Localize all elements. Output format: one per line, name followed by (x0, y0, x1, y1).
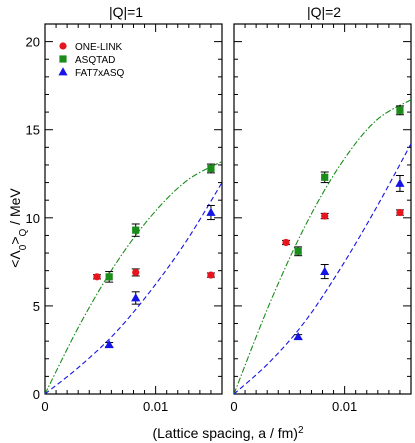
fit-curve-2 (233, 143, 412, 395)
x-tick-label: 0 (41, 399, 48, 414)
legend-label: FAT7xASQ (75, 68, 124, 79)
panel-2: 0 0.01 (230, 23, 412, 414)
point-fat7xasq (395, 178, 405, 187)
panel-title-q1: |Q|=1 (109, 4, 143, 20)
legend-marker-asqtad (59, 55, 67, 63)
point-asqtad (321, 173, 329, 181)
point-fat7xasq (104, 339, 114, 349)
point-fat7xasq (206, 207, 216, 216)
plot-frame (233, 23, 412, 395)
y-tick-label: 20 (26, 35, 40, 50)
legend-label: ONE-LINK (75, 42, 123, 53)
point-fat7xasq (131, 293, 141, 302)
point-fat7xasq (320, 266, 330, 275)
point-one-link (132, 268, 140, 277)
plot-frame (44, 23, 223, 395)
point-asqtad (396, 106, 404, 114)
fit-curve-2 (44, 182, 223, 395)
x-tick-label: 0.01 (332, 399, 357, 414)
panel-1: 0 5 10 15 20 0 0.01 ONE-LINK ASQTAD FAT7xASQ (26, 23, 223, 414)
y-tick-label: 10 (26, 211, 40, 226)
legend-marker-fat7xasq (58, 67, 68, 76)
y-tick-label: 5 (33, 299, 40, 314)
legend-marker-one-link (59, 42, 67, 50)
point-one-link (321, 212, 329, 220)
fit-curve-1 (233, 99, 412, 395)
y-tick-label: 0 (33, 387, 40, 402)
y-tick-label: 15 (26, 123, 40, 138)
point-asqtad (132, 226, 140, 234)
point-fat7xasq (293, 331, 303, 341)
point-one-link (207, 271, 215, 279)
point-asqtad (294, 247, 302, 255)
point-asqtad (207, 164, 215, 173)
x-axis-title: (Lattice spacing, a / fm)2 (152, 425, 304, 442)
fit-curve-1 (44, 160, 223, 395)
panel-title-q2: |Q|=2 (307, 4, 341, 20)
legend-label: ASQTAD (75, 55, 115, 66)
point-one-link (282, 238, 290, 247)
x-tick-label: 0 (230, 399, 237, 414)
legend: ONE-LINK ASQTAD FAT7xASQ (58, 42, 124, 79)
x-tick-label: 0.01 (143, 399, 168, 414)
point-asqtad (105, 273, 113, 281)
point-one-link (93, 273, 101, 281)
y-axis-title: <Λ0>Q / MeV (7, 188, 29, 268)
point-one-link (396, 208, 404, 217)
